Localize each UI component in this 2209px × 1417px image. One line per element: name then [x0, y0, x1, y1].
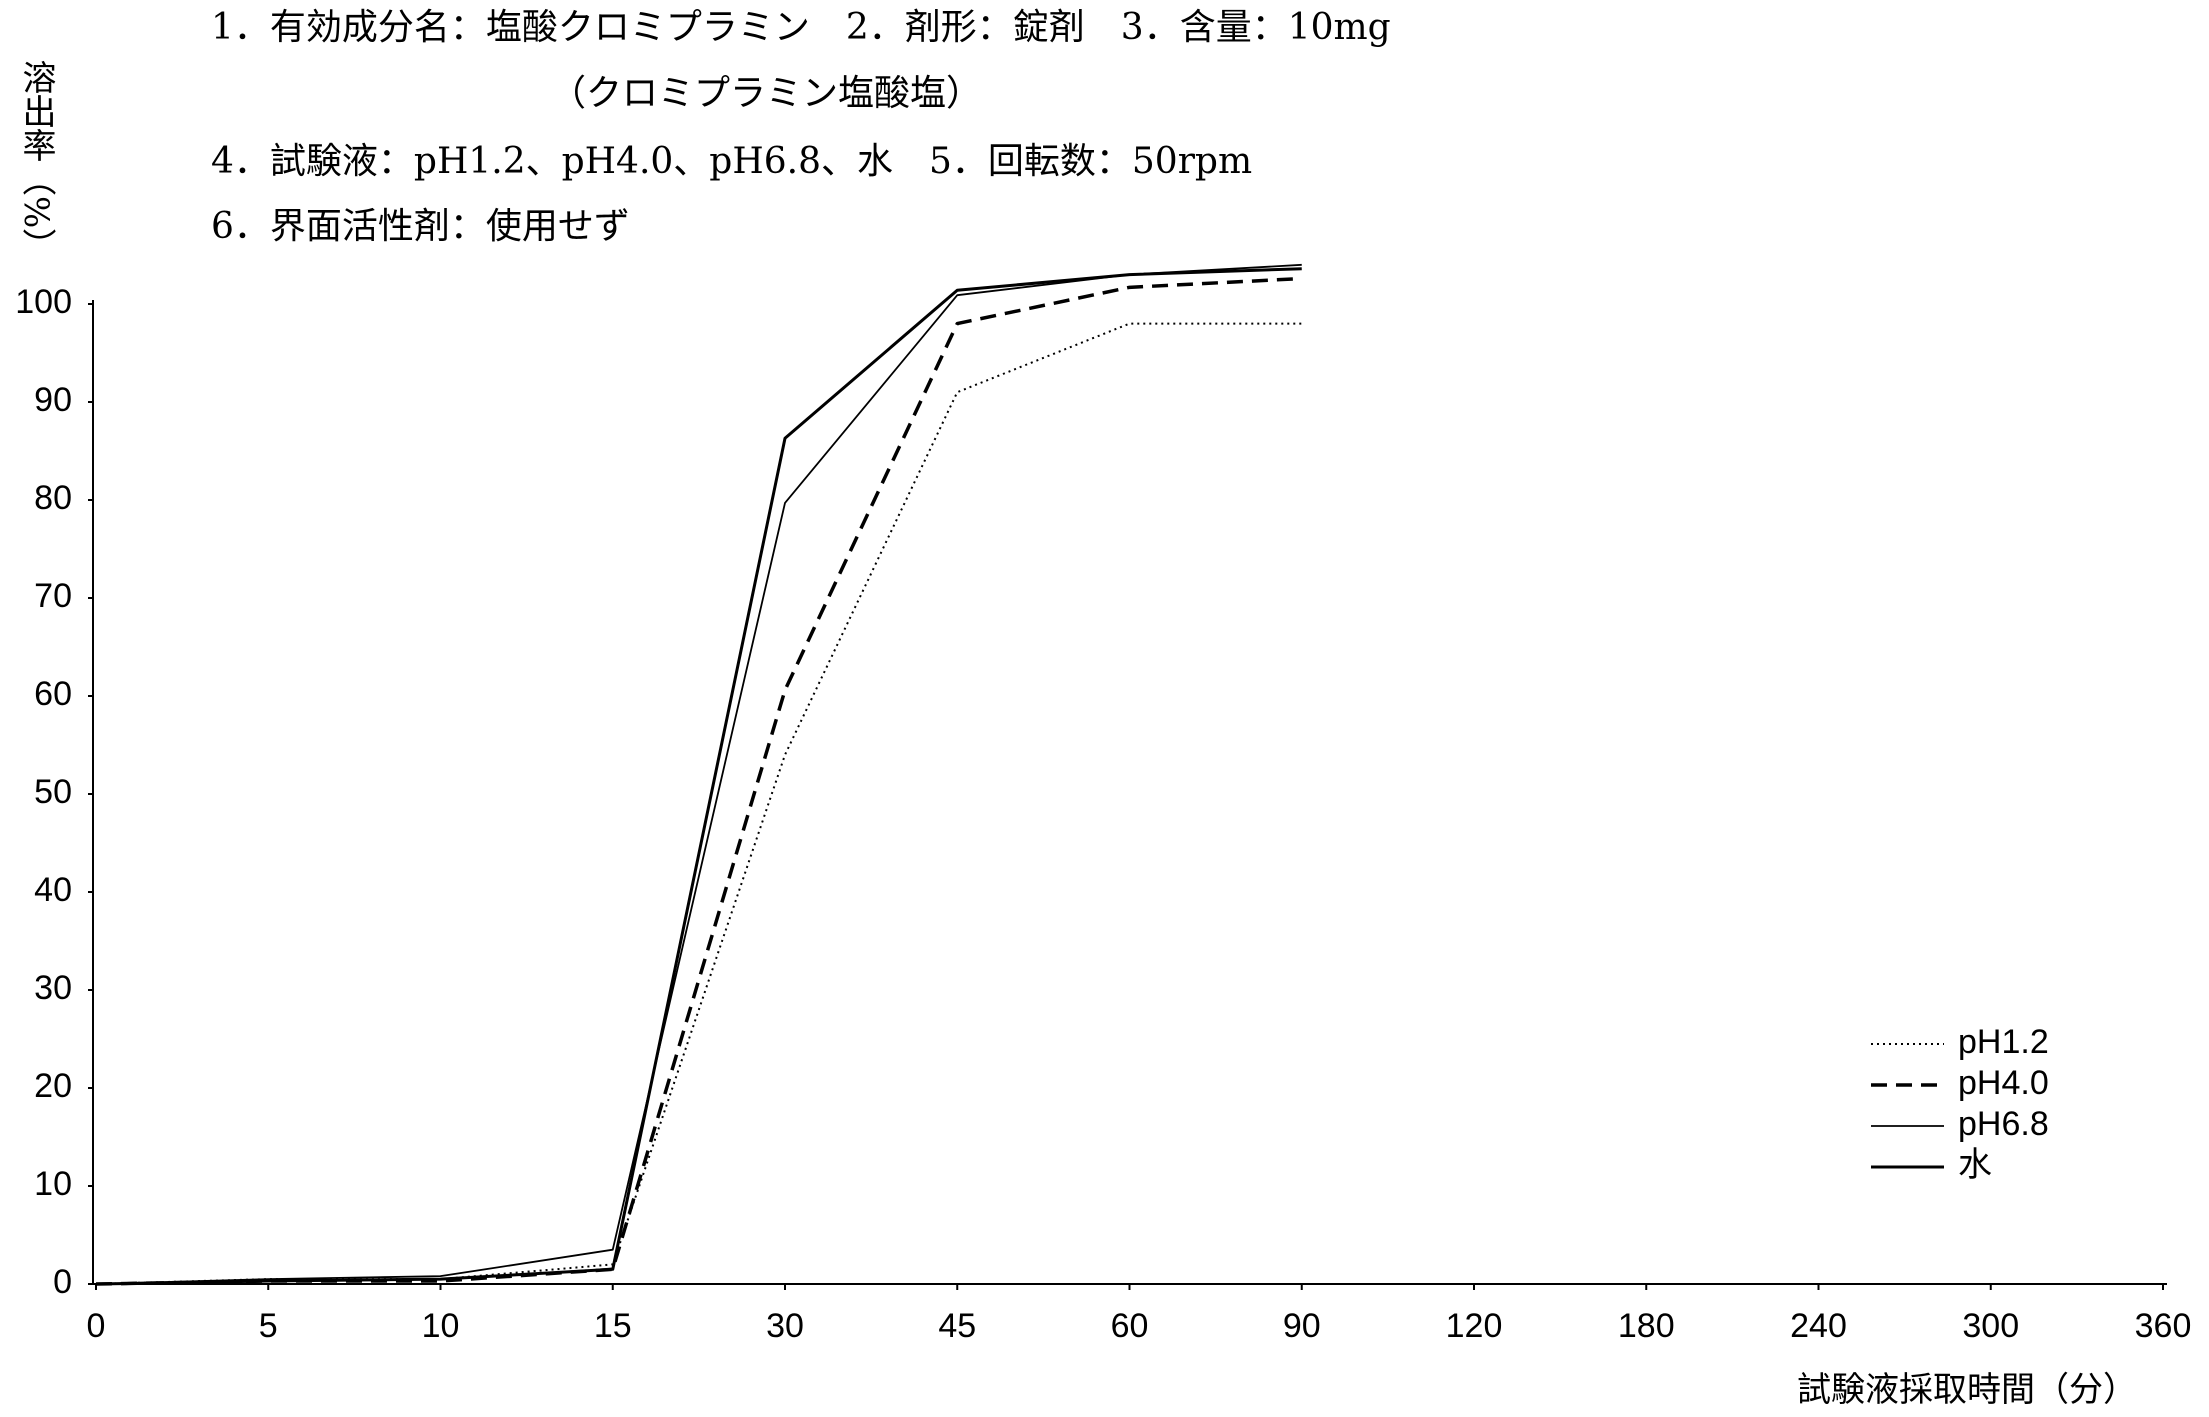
x-tick-label: 0 [87, 1307, 106, 1345]
header-line: 4．試験液：pH1.2、pH4.0、pH6.8、水 5．回転数：50rpm [211, 141, 1252, 182]
x-tick-label: 5 [259, 1307, 278, 1345]
series-line [95, 276, 1302, 1286]
y-tick-label: 80 [34, 479, 72, 517]
y-tick-label: 100 [15, 283, 72, 321]
y-tick-label: 50 [34, 773, 72, 811]
y-tick-label: 70 [34, 577, 72, 615]
x-tick-label: 360 [2135, 1307, 2192, 1345]
y-tick-label: 40 [34, 871, 72, 909]
header-line: （クロミプラミン塩酸塩） [550, 73, 982, 114]
header-line: 6．界面活性剤：使用せず [211, 206, 630, 247]
legend-label: 水 [1958, 1146, 1992, 1184]
x-tick-label: 45 [938, 1307, 976, 1345]
x-tick-label: 180 [1618, 1307, 1675, 1345]
legend-label: pH6.8 [1958, 1105, 2049, 1143]
series-line [95, 267, 1302, 1286]
header-line: 1．有効成分名：塩酸クロミプラミン 2．剤形：錠剤 3．含量：10mg [211, 7, 1391, 48]
x-tick-label: 30 [766, 1307, 804, 1345]
y-tick-label: 30 [34, 969, 72, 1007]
y-tick-label: 90 [34, 381, 72, 419]
series-line [95, 263, 1302, 1285]
x-tick-label: 15 [594, 1307, 632, 1345]
y-tick-label: 60 [34, 675, 72, 713]
x-tick-label: 120 [1446, 1307, 1503, 1345]
y-axis-label: 溶出率（%） [16, 60, 56, 262]
x-axis-label: 試験液採取時間（分） [1797, 1370, 2137, 1410]
legend-label: pH4.0 [1958, 1064, 2049, 1102]
x-tick-label: 240 [1790, 1307, 1847, 1345]
y-tick-label: 20 [34, 1067, 72, 1105]
y-tick-label: 10 [34, 1165, 72, 1203]
x-tick-label: 10 [422, 1307, 460, 1345]
y-tick-label: 0 [53, 1263, 72, 1301]
x-tick-label: 90 [1283, 1307, 1321, 1345]
x-tick-label: 300 [1962, 1307, 2019, 1345]
series-line [95, 322, 1302, 1285]
legend-label: pH1.2 [1958, 1023, 2049, 1061]
x-tick-label: 60 [1111, 1307, 1149, 1345]
